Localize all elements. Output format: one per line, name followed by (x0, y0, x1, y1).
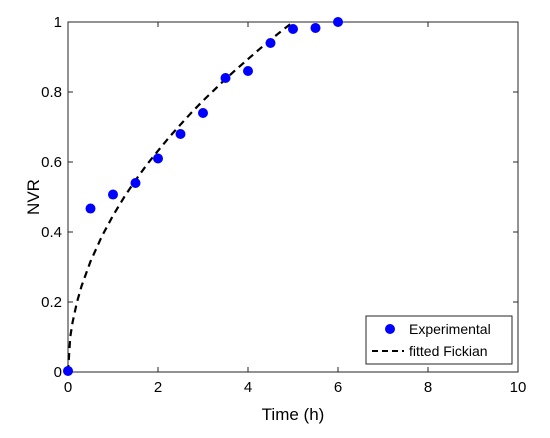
x-tick-label: 4 (244, 379, 252, 396)
x-axis-label: Time (h) (262, 405, 325, 424)
legend-box (365, 315, 513, 365)
experimental-point (333, 17, 343, 27)
y-tick-label: 1 (54, 14, 62, 31)
experimental-point (243, 66, 253, 76)
legend-label-experimental: Experimental (409, 321, 491, 337)
experimental-point (85, 203, 96, 214)
experimental-point (175, 129, 186, 139)
experimental-point (108, 189, 118, 200)
plot-area (67, 21, 519, 373)
y-tick-label: 0.4 (41, 224, 62, 241)
legend: Experimental fitted Fickian (365, 315, 513, 365)
y-axis: 0 0.2 0.4 0.6 0.8 1 (41, 14, 518, 381)
x-tick-label: 10 (510, 379, 527, 396)
fit-line-series (66, 21, 294, 373)
experimental-point (265, 38, 276, 48)
y-tick-label: 0.8 (41, 84, 62, 101)
x-tick-label: 2 (154, 379, 162, 396)
y-axis-label: NVR (24, 179, 43, 215)
y-tick-label: 0 (54, 364, 62, 381)
x-tick-label: 6 (334, 379, 342, 396)
y-tick-label: 0.2 (41, 294, 62, 311)
experimental-point (220, 73, 231, 83)
fickian-fit-line (66, 21, 294, 373)
y-tick-label: 0.6 (41, 154, 62, 171)
experimental-point (288, 24, 298, 34)
legend-marker-experimental (385, 324, 395, 334)
legend-label-fickian: fitted Fickian (409, 343, 488, 359)
experimental-point (153, 153, 163, 164)
x-tick-label: 0 (64, 379, 72, 396)
experimental-point (198, 108, 208, 118)
experimental-series (63, 17, 343, 376)
x-tick-label: 8 (424, 379, 432, 396)
experimental-point (63, 365, 73, 376)
experimental-point (130, 178, 141, 188)
experimental-point (310, 22, 321, 33)
